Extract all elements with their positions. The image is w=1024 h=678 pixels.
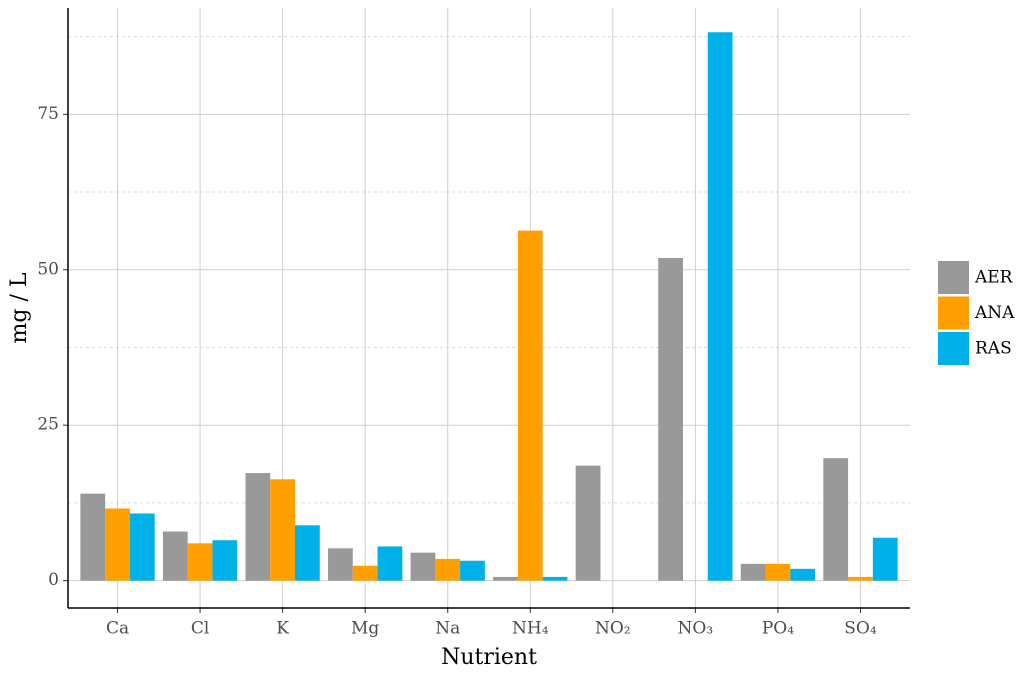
bar [410, 552, 436, 581]
bar [187, 543, 213, 581]
bar [270, 479, 296, 581]
legend-key [938, 296, 969, 330]
bar [295, 525, 320, 581]
x-tick-label: PO₄ [762, 619, 794, 639]
x-tick-label: NO₃ [678, 619, 714, 639]
bar [352, 565, 378, 581]
legend-key [938, 261, 969, 294]
bar [129, 513, 155, 581]
bar [707, 32, 733, 581]
bar [765, 563, 791, 581]
x-tick-label: K [276, 619, 289, 639]
x-tick-label: Ca [106, 619, 129, 639]
bar [542, 576, 568, 581]
legend-label: ANA [974, 303, 1015, 323]
bar [377, 546, 403, 581]
y-tick-label: 25 [37, 415, 59, 435]
bar [460, 560, 485, 581]
bar [872, 537, 898, 581]
x-axis-title: Nutrient [441, 645, 537, 670]
y-tick-label: 0 [48, 570, 59, 590]
bar [517, 230, 543, 581]
bar [162, 531, 188, 581]
bar [435, 558, 461, 581]
bar [328, 548, 353, 581]
x-tick-label: Mg [351, 619, 379, 639]
legend-label: AER [974, 268, 1014, 288]
bar [105, 508, 130, 581]
bar [245, 473, 271, 581]
bar [212, 540, 238, 581]
legend-label: RAS [975, 339, 1012, 359]
bar [658, 257, 683, 581]
bar [790, 568, 816, 581]
bar [80, 493, 106, 581]
x-tick-label: NO₂ [595, 619, 631, 639]
bar [740, 563, 766, 581]
x-tick-label: Cl [191, 619, 209, 639]
y-tick-label: 75 [37, 104, 59, 124]
bar [493, 576, 518, 581]
y-axis-title: mg / L [7, 272, 32, 343]
y-tick-label: 50 [37, 259, 59, 279]
bar [848, 576, 873, 581]
bar [823, 458, 849, 581]
bar [575, 465, 601, 581]
x-tick-label: Na [435, 619, 460, 639]
x-tick-label: SO₄ [844, 619, 877, 639]
legend-key [938, 332, 969, 365]
x-tick-label: NH₄ [512, 619, 549, 639]
